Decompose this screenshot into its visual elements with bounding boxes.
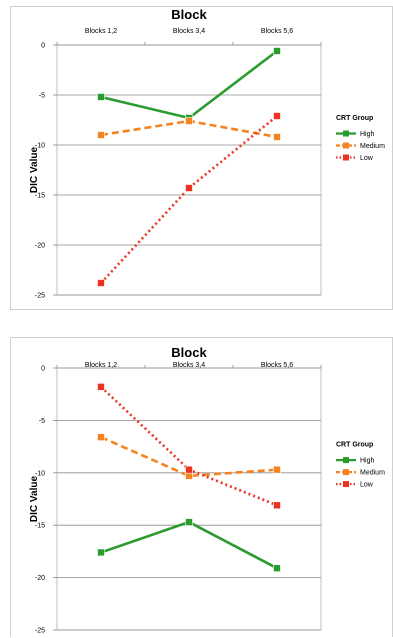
- y-axis-label: DIC Value: [29, 147, 40, 194]
- data-point-low: [185, 465, 193, 474]
- category-label: Blocks 5,6: [261, 28, 293, 35]
- series-line-low: [100, 114, 278, 284]
- category-label: Blocks 1,2: [85, 28, 117, 35]
- chart-title: Block: [171, 345, 207, 360]
- data-point-medium: [185, 117, 193, 125]
- legend-marker-low: [343, 481, 349, 488]
- category-label: Blocks 3,4: [173, 28, 205, 35]
- series-line-medium: [100, 435, 278, 478]
- y-tick-label: 0: [41, 366, 45, 373]
- legend-label-medium: Medium: [360, 143, 385, 150]
- data-point-high: [97, 93, 105, 101]
- data-point-medium: [185, 472, 193, 480]
- legend-marker-medium: [343, 469, 349, 476]
- data-point-low: [97, 383, 105, 391]
- category-label: Blocks 3,4: [173, 362, 205, 369]
- series-line-low: [100, 385, 278, 507]
- chart-panel-top: 0 -5 -10 -15 -20 -25 Block Blocks 1,2 Blocks 3,4…: [10, 6, 393, 310]
- legend-label-high: High: [360, 131, 375, 138]
- category-label: Blocks 1,2: [85, 362, 117, 369]
- data-point-medium: [273, 465, 281, 474]
- y-tick-label: -15: [35, 193, 45, 200]
- data-point-medium: [97, 433, 105, 441]
- y-tick-label: -15: [35, 523, 45, 530]
- chart-panel-bottom: 0 -5 -10 -15 -20 -25 Block Blocks 1,2 Blocks 3,4…: [10, 337, 393, 637]
- y-tick-label: -10: [35, 470, 45, 477]
- series-line-high: [100, 520, 278, 570]
- legend-marker-high: [343, 457, 349, 464]
- y-tick-label: -20: [35, 243, 45, 250]
- data-point-low: [273, 501, 281, 510]
- line-chart-top: 0 -5 -10 -15 -20 -25 Block Blocks 1,2 Blocks 3,4…: [29, 7, 385, 300]
- data-point-high: [273, 564, 281, 572]
- data-point-low: [185, 184, 193, 192]
- y-tick-label: -25: [35, 628, 45, 635]
- chart-title: Block: [171, 7, 207, 22]
- data-point-high: [97, 548, 105, 557]
- legend-marker-medium: [343, 142, 349, 149]
- series-line-high: [100, 49, 278, 120]
- data-point-medium: [273, 133, 281, 141]
- y-tick-label: -5: [39, 418, 45, 425]
- legend-title: CRT Group: [336, 115, 373, 122]
- legend-label-medium: Medium: [360, 470, 385, 477]
- legend-label-high: High: [360, 458, 375, 465]
- legend-marker-low: [343, 154, 349, 161]
- plot-area: [56, 44, 322, 296]
- data-point-medium: [97, 131, 105, 139]
- y-tick-label: -10: [35, 143, 45, 150]
- legend-label-low: Low: [360, 155, 374, 162]
- legend-label-low: Low: [360, 482, 374, 489]
- y-tick-label: 0: [41, 43, 45, 50]
- line-chart-bottom: 0 -5 -10 -15 -20 -25 Block Blocks 1,2 Blocks 3,4…: [29, 345, 385, 635]
- legend-title: CRT Group: [336, 442, 373, 449]
- plot-area: [56, 367, 322, 631]
- category-label: Blocks 5,6: [261, 362, 293, 369]
- y-tick-label: -25: [35, 293, 45, 300]
- data-point-low: [273, 112, 281, 120]
- data-point-low: [97, 279, 105, 287]
- y-axis-label: DIC Value: [29, 476, 40, 523]
- y-tick-label: -20: [35, 575, 45, 582]
- data-point-high: [273, 47, 281, 55]
- data-point-high: [185, 518, 193, 526]
- y-tick-label: -5: [39, 93, 45, 100]
- legend-marker-high: [343, 130, 349, 137]
